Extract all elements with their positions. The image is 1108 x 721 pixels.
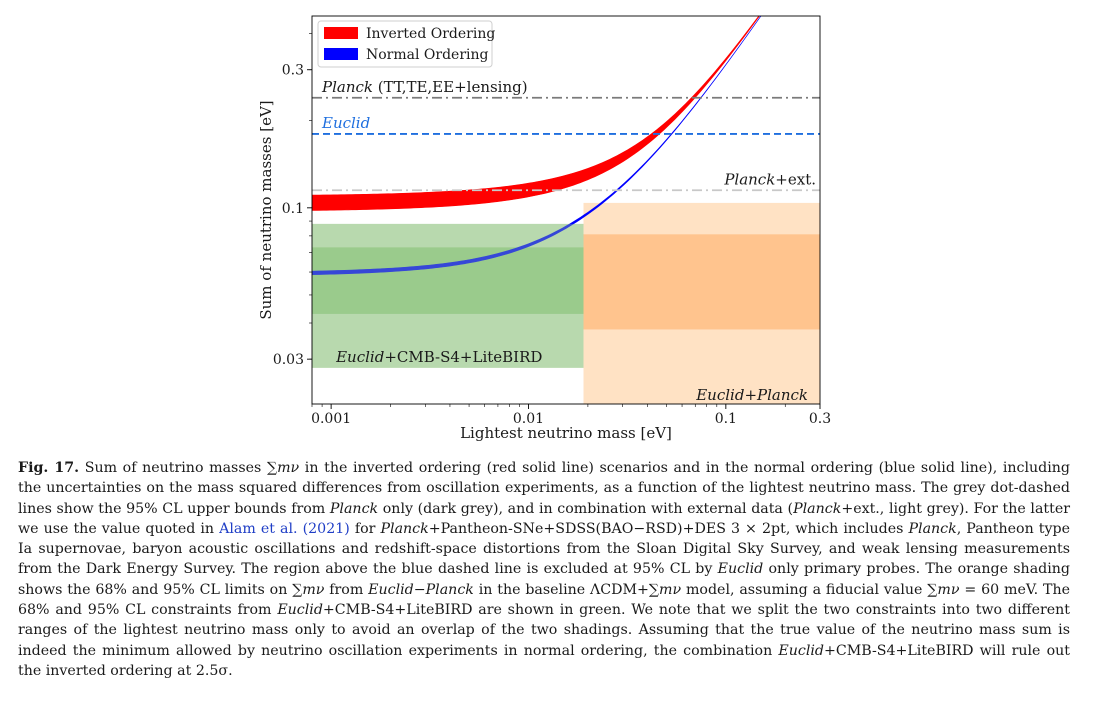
legend-label-inverted: Inverted Ordering — [366, 26, 495, 42]
label-planck-ext: Planck+ext. — [723, 170, 816, 188]
legend-swatch-inverted — [324, 27, 358, 39]
plot-frame — [311, 15, 821, 405]
label-planck: Planck (TT,TE,EE+lensing) — [321, 78, 528, 96]
hlines-layer — [312, 96, 820, 192]
y-tick-label: 0.1 — [282, 201, 304, 217]
y-axis-label: Sum of neutrino masses [eV] — [257, 100, 275, 319]
x-tick-label: 0.3 — [809, 411, 831, 427]
y-tick-label: 0.3 — [282, 63, 304, 79]
region-overlay-green — [312, 223, 584, 368]
band-normal-ordering — [312, 16, 762, 276]
legend: Inverted Ordering Normal Ordering — [317, 20, 495, 68]
label-euclid: Euclid — [321, 114, 370, 132]
legend-label-normal: Normal Ordering — [366, 47, 489, 63]
y-tick-label: 0.03 — [273, 352, 304, 368]
chart: Planck (TT,TE,EE+lensing) Euclid Planck+ex… — [257, 15, 831, 442]
figure-caption: Fig. 17. Sum of neutrino masses ∑mν in t… — [18, 460, 1071, 679]
bands-layer — [312, 16, 762, 368]
cmb-s4-label: Euclid+CMB-S4+LiteBIRD — [335, 348, 542, 366]
regions-layer — [312, 202, 820, 404]
x-tick-label: 0.001 — [311, 411, 351, 427]
region-euclid-cmb-s4-68 — [312, 247, 584, 314]
region-euclid-planck-68 — [583, 234, 820, 330]
legend-box — [317, 20, 493, 68]
euclid-planck-label: Euclid+Planck — [695, 386, 808, 404]
axes-layer: 0.001 0.01 0.1 0.3 0.03 0.1 0.3 Lightest neutri… — [257, 33, 831, 442]
citation-link[interactable]: Alam et al. (2021) — [219, 520, 350, 537]
figure: Planck (TT,TE,EE+lensing) Euclid Planck+ex… — [257, 15, 831, 442]
labels-layer: Planck (TT,TE,EE+lensing) Euclid Planck+ex… — [321, 78, 816, 404]
band-inverted-ordering — [312, 16, 760, 211]
x-tick-label: 0.01 — [513, 411, 544, 427]
legend-swatch-normal — [324, 48, 358, 60]
caption-fig-label: Fig. 17. — [18, 460, 80, 476]
x-tick-label: 0.1 — [715, 411, 737, 427]
x-axis-label: Lightest neutrino mass [eV] — [460, 424, 672, 442]
math-sum-mnu: ∑mν — [266, 460, 300, 476]
